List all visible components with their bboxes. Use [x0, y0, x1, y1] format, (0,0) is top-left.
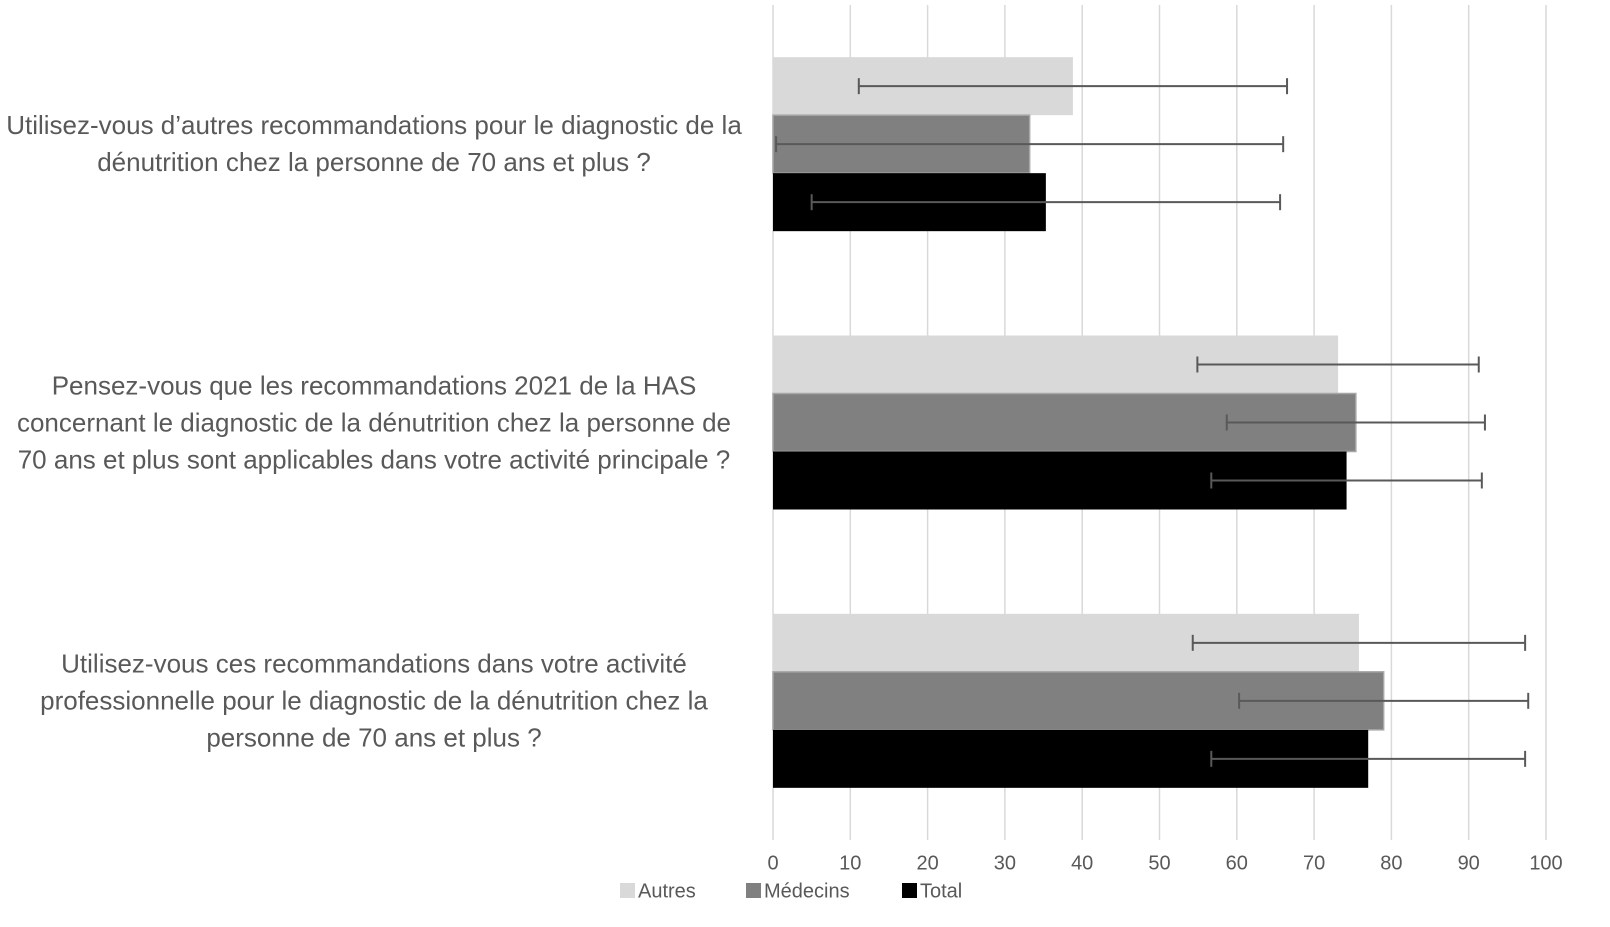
- x-tick-label: 50: [1148, 852, 1170, 874]
- legend-swatch: [902, 883, 917, 898]
- x-tick-label: 80: [1380, 852, 1402, 874]
- x-tick-label: 60: [1226, 852, 1248, 874]
- legend-label: Médecins: [764, 880, 850, 902]
- category-label: Pensez-vous que les recommandations 2021…: [16, 370, 732, 474]
- error-bar: [1191, 634, 1527, 651]
- error-bar: [1210, 750, 1527, 767]
- legend-label: Autres: [638, 880, 696, 902]
- legend-swatch: [746, 883, 761, 898]
- x-tick-label: 100: [1529, 852, 1562, 874]
- x-tick-label: 20: [916, 852, 938, 874]
- error-bar: [1225, 414, 1486, 431]
- x-tick-label: 70: [1303, 852, 1325, 874]
- x-tick-label: 10: [839, 852, 861, 874]
- error-bar: [1210, 472, 1483, 489]
- error-bar: [810, 194, 1282, 211]
- error-bar: [857, 78, 1289, 95]
- legend-label: Total: [920, 880, 962, 902]
- x-tick-label: 0: [767, 852, 778, 874]
- error-bar: [1196, 356, 1480, 373]
- error-bar: [1238, 692, 1530, 709]
- x-tick-label: 40: [1071, 852, 1093, 874]
- category-label: Utilisez-vous d’autres recommandations p…: [6, 110, 742, 178]
- legend-swatch: [620, 883, 635, 898]
- error-bar: [775, 136, 1285, 153]
- x-tick-label: 30: [994, 852, 1016, 874]
- category-label: Utilisez-vous ces recommandations dans v…: [40, 648, 708, 753]
- x-tick-label: 90: [1458, 852, 1480, 874]
